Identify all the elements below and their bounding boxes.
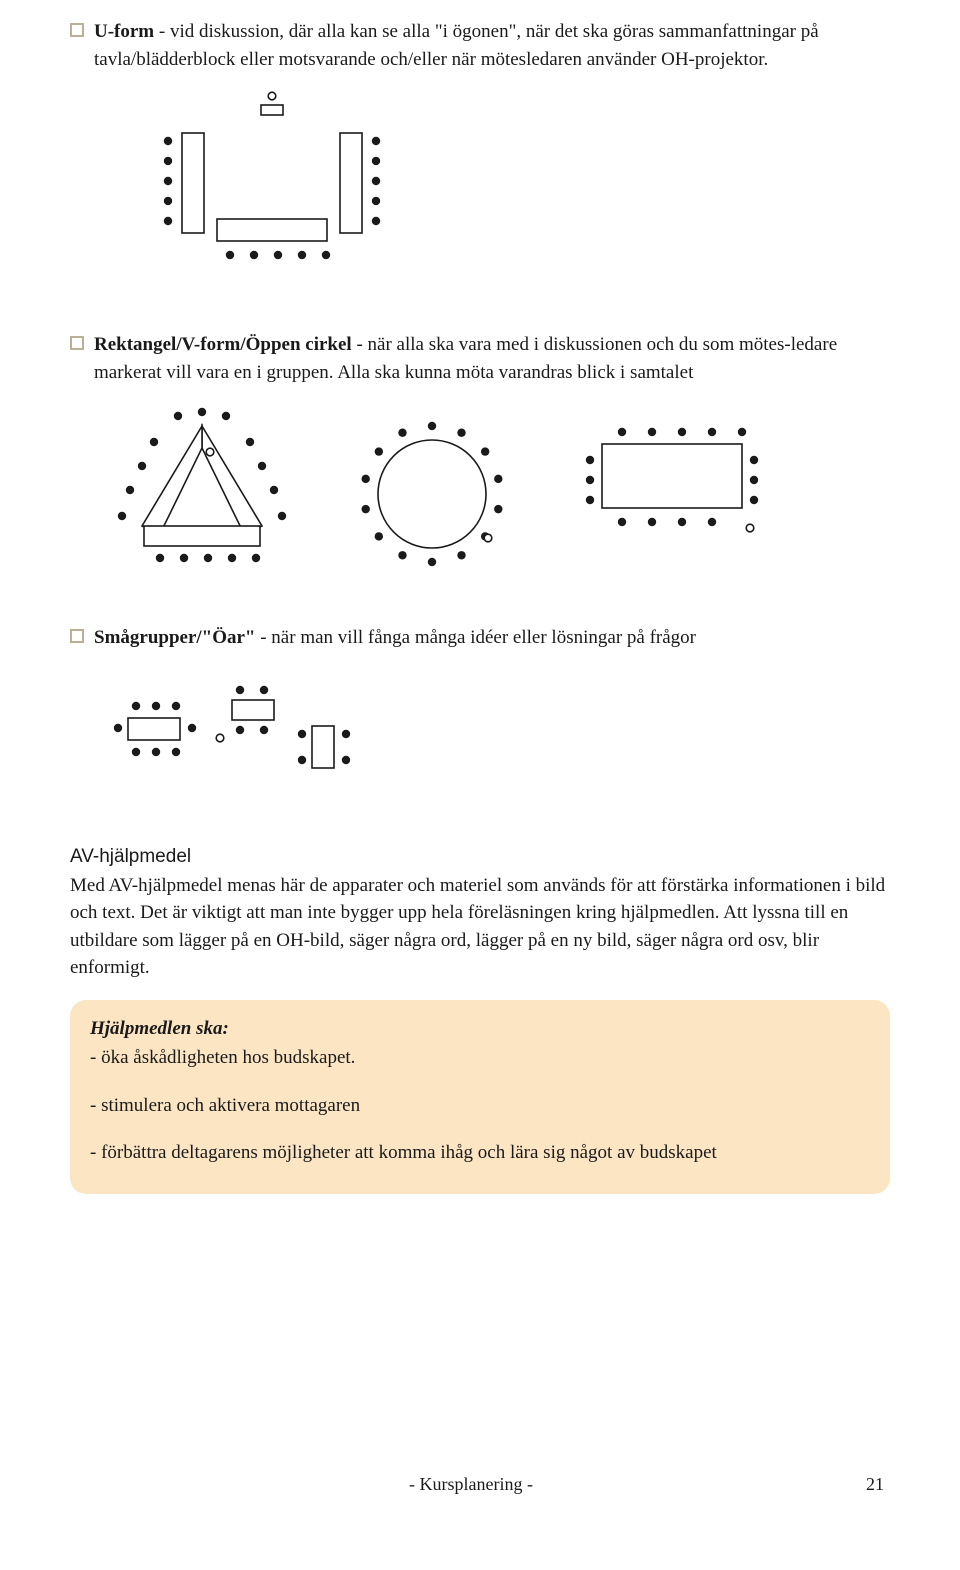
section-islands: Smågrupper/"Öar" - när man vill fånga må… xyxy=(70,624,890,790)
bullet-icon xyxy=(70,336,84,350)
section-text: Smågrupper/"Öar" - när man vill fånga må… xyxy=(94,624,696,652)
footer-center: - Kursplanering - xyxy=(409,1474,533,1495)
av-heading: AV-hjälpmedel xyxy=(70,846,890,868)
diagram-circle xyxy=(342,404,522,584)
diagram-triangle xyxy=(102,404,302,584)
highlight-box: Hjälpmedlen ska: - öka åskådligheten hos… xyxy=(70,1000,890,1194)
page-footer: - Kursplanering - 21 xyxy=(70,1474,890,1495)
diagram-uform xyxy=(102,91,442,291)
section-text: U-form - vid diskussion, där alla kan se… xyxy=(94,18,890,73)
bullet-icon xyxy=(70,23,84,37)
section-uform: U-form - vid diskussion, där alla kan se… xyxy=(70,18,890,291)
footer-pagenum: 21 xyxy=(866,1474,884,1495)
diagram-rectangle xyxy=(562,404,782,554)
av-paragraph: Med AV-hjälpmedel menas här de apparater… xyxy=(70,872,890,982)
diagram-islands xyxy=(102,670,402,790)
bullet-icon xyxy=(70,629,84,643)
highlight-item: - förbättra deltagarens möjligheter att … xyxy=(90,1138,870,1167)
section-shapes: Rektangel/V-form/Öppen cirkel - när alla… xyxy=(70,331,890,584)
highlight-title: Hjälpmedlen ska: xyxy=(90,1018,229,1039)
highlight-item: - öka åskådligheten hos budskapet. xyxy=(90,1047,355,1068)
highlight-item: - stimulera och aktivera mottagaren xyxy=(90,1091,870,1120)
section-text: Rektangel/V-form/Öppen cirkel - när alla… xyxy=(94,331,890,386)
